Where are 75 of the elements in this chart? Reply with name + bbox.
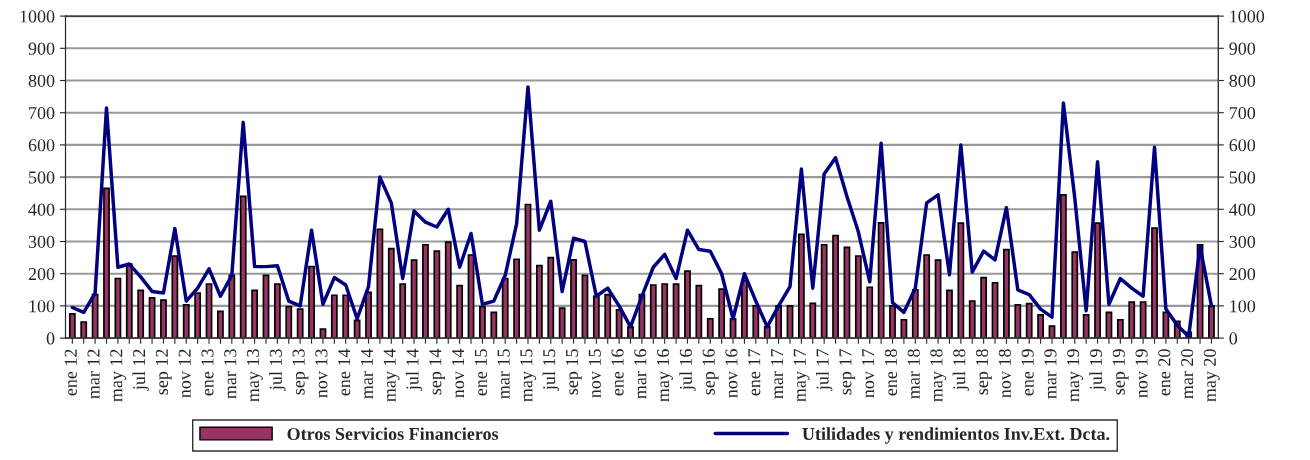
y-tick-label: 900 [28, 42, 55, 55]
x-tick-label: jul 13 [269, 349, 286, 391]
x-tick-label: may 20 [1203, 349, 1220, 402]
x-tick-label: sep 19 [1112, 349, 1129, 395]
y-tick-label: 500 [29, 171, 55, 184]
x-tick-label: may 18 [930, 349, 947, 402]
y2-tick-label: 100 [1230, 300, 1256, 313]
x-tick-label: nov 14 [452, 348, 465, 398]
x-tick-label: sep 15 [565, 349, 582, 395]
x-tick-label: jul 19 [1089, 349, 1106, 391]
x-tick-label: mar 19 [1044, 349, 1057, 399]
y2-tick-label: 200 [1229, 267, 1256, 281]
x-tick-label: nov 12 [178, 349, 191, 398]
y-tick-label: 100 [29, 300, 55, 313]
x-tick-label: ene 16 [611, 349, 624, 396]
y2-tick-label: 500 [1229, 171, 1256, 184]
x-tick-label: nov 16 [725, 349, 738, 398]
y-tick-label: 0 [46, 332, 55, 345]
y2-tick-label: 1000 [1230, 10, 1265, 23]
x-tick-label: ene 13 [201, 349, 214, 396]
x-tick-label: sep 14 [429, 348, 446, 395]
x-tick-label: nov 18 [998, 349, 1011, 398]
x-tick-label: nov 13 [315, 349, 328, 398]
legend-label: Utilidades y rendimientos Inv.Ext. Dcta. [802, 427, 1110, 444]
x-tick-label: ene 12 [64, 349, 77, 396]
x-tick-label: mar 12 [87, 349, 100, 399]
y2-tick-label: 900 [1229, 42, 1256, 55]
x-tick-label: jul 16 [679, 349, 696, 391]
x-tick-label: ene 15 [474, 349, 487, 396]
y-tick-label: 700 [29, 106, 55, 120]
x-tick-label: ene 17 [748, 349, 761, 396]
x-tick-label: may 16 [657, 349, 673, 402]
x-tick-label: ene 18 [884, 349, 898, 396]
x-tick-label: sep 13 [292, 349, 309, 395]
x-tick-label: mar 14 [360, 348, 374, 399]
x-tick-label: jul 17 [815, 349, 833, 391]
x-tick-label: may 17 [793, 349, 810, 402]
y-tick-label: 600 [28, 139, 55, 152]
x-tick-label: sep 18 [975, 349, 992, 395]
y-tick-label: 1000 [20, 10, 55, 23]
x-tick-label: jul 18 [952, 349, 970, 391]
y2-tick-label: 700 [1229, 106, 1256, 120]
x-tick-label: jul 15 [542, 349, 559, 391]
x-tick-label: jul 14 [405, 348, 423, 391]
y2-tick-label: 600 [1229, 139, 1256, 152]
y2-tick-label: 400 [1229, 203, 1256, 216]
x-tick-label: may 19 [1067, 349, 1083, 402]
legend-label: Otros Servicios Financieros [287, 427, 499, 441]
x-tick-label: mar 15 [497, 349, 510, 399]
x-tick-label: mar 17 [771, 349, 784, 399]
x-tick-label: mar 13 [224, 349, 237, 399]
x-tick-label: nov 17 [862, 349, 875, 398]
x-tick-label: mar 20 [1181, 349, 1194, 399]
x-tick-label: ene 20 [1158, 349, 1171, 396]
x-tick-label: may 13 [246, 349, 263, 402]
y2-tick-label: 800 [1229, 74, 1256, 87]
y2-tick-label: 0 [1229, 332, 1238, 345]
y-tick-label: 300 [28, 235, 55, 248]
x-tick-label: jul 12 [132, 349, 149, 391]
y-tick-label: 400 [28, 203, 55, 216]
y-tick-label: 200 [28, 267, 55, 281]
x-tick-label: ene 14 [338, 348, 351, 396]
x-tick-label: mar 18 [907, 349, 920, 399]
x-tick-label: ene 19 [1021, 349, 1034, 396]
x-tick-label: sep 17 [839, 349, 856, 395]
x-tick-label: may 12 [110, 349, 127, 402]
x-tick-label: sep 12 [155, 349, 172, 395]
x-tick-label: sep 16 [702, 349, 719, 395]
x-tick-label: nov 19 [1135, 349, 1148, 398]
x-tick-label: nov 15 [588, 349, 601, 398]
x-tick-label: may 14 [383, 348, 400, 402]
x-tick-label: mar 16 [634, 349, 647, 399]
x-tick-label: may 15 [520, 349, 537, 402]
y2-tick-label: 300 [1229, 235, 1256, 248]
y-tick-label: 800 [28, 74, 55, 87]
